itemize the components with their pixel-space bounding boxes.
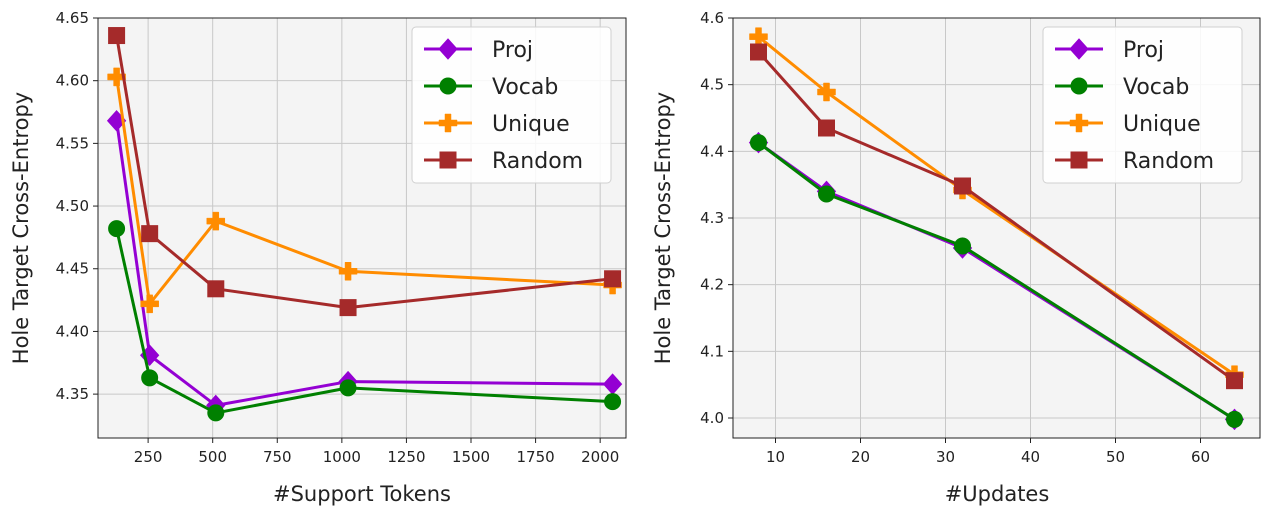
x-tick-label: 1250 xyxy=(387,448,425,466)
data-point xyxy=(107,67,126,87)
y-tick-label: 4.3 xyxy=(700,209,724,227)
data-point xyxy=(604,393,622,411)
data-point xyxy=(818,185,835,203)
y-tick-label: 4.55 xyxy=(56,134,89,152)
data-point xyxy=(339,299,357,317)
legend-marker xyxy=(438,38,458,60)
legend-item-proj: Proj xyxy=(424,38,533,63)
x-tick-label: 10 xyxy=(766,448,785,466)
y-tick-label: 4.5 xyxy=(700,76,724,94)
series-line xyxy=(757,50,1236,382)
data-point xyxy=(207,404,225,422)
legend-marker xyxy=(438,113,458,133)
series-vocab xyxy=(108,220,622,422)
y-tick-label: 4.65 xyxy=(56,9,89,27)
data-point xyxy=(817,82,836,102)
x-tick-label: 250 xyxy=(134,448,163,466)
x-tick-label: 60 xyxy=(1191,448,1210,466)
y-axis-label: Hole Target Cross-Entropy xyxy=(9,92,33,364)
legend-marker xyxy=(439,77,457,95)
legend-box xyxy=(1042,26,1243,184)
data-point xyxy=(750,43,767,61)
chart-panel-2: 10 20 30 40 50 60 4.0 4.1 4.2 4.3 4.4 4.5 4.6 #Update… xyxy=(651,9,1261,506)
y-tick-label: 4.1 xyxy=(700,342,724,360)
plot-frame xyxy=(732,17,1261,439)
y-axis-label: Hole Target Cross-Entropy xyxy=(651,92,675,364)
legend-marker xyxy=(1070,151,1088,169)
data-point xyxy=(1226,372,1243,390)
legend-marker xyxy=(1069,38,1089,60)
data-point xyxy=(141,369,159,387)
legend-item-proj: Proj xyxy=(1055,38,1164,63)
y-tick-label: 4.0 xyxy=(700,409,724,427)
data-point xyxy=(954,237,971,255)
x-tick-label: 20 xyxy=(851,448,870,466)
legend-label: Unique xyxy=(492,112,570,137)
data-point xyxy=(1226,410,1243,428)
x-tick-label: 750 xyxy=(263,448,292,466)
y-tick-label: 4.35 xyxy=(56,385,89,403)
x-tick-label: 1500 xyxy=(452,448,490,466)
legend-item-random: Random xyxy=(1055,149,1214,174)
data-point xyxy=(207,280,225,298)
x-tick-label: 1000 xyxy=(323,448,361,466)
x-tick-label: 50 xyxy=(1106,448,1125,466)
legend-label: Random xyxy=(1123,149,1214,174)
x-axis-label: #Support Tokens xyxy=(273,482,451,506)
legend-item-unique: Unique xyxy=(1055,112,1201,137)
data-point xyxy=(750,134,767,152)
legend: Proj Vocab Unique Random xyxy=(1042,26,1243,184)
y-tick-label: 4.6 xyxy=(700,9,724,27)
chart-panel-1: 250 500 750 1000 1250 1500 1750 2000 4.35 4.40 4.4… xyxy=(9,9,627,506)
data-point xyxy=(338,262,358,281)
y-tick-label: 4.45 xyxy=(56,260,89,278)
legend-item-vocab: Vocab xyxy=(424,75,558,100)
data-point xyxy=(108,220,126,238)
y-tick-label: 4.60 xyxy=(56,72,89,90)
legend-label: Unique xyxy=(1123,112,1201,137)
x-tick-label: 500 xyxy=(198,448,227,466)
legend-label: Proj xyxy=(492,38,533,63)
x-tick-label: 40 xyxy=(1021,448,1040,466)
series-random xyxy=(750,43,1243,390)
legend-marker xyxy=(1069,113,1089,133)
legend-box xyxy=(411,26,612,184)
x-tick-label: 1750 xyxy=(516,448,554,466)
data-point xyxy=(140,294,159,314)
legend-label: Vocab xyxy=(492,75,558,100)
legend: Proj Vocab Unique Random xyxy=(411,26,612,184)
legend-label: Proj xyxy=(1123,38,1164,63)
x-tick-label: 30 xyxy=(936,448,955,466)
data-point xyxy=(206,211,226,231)
series-vocab xyxy=(750,134,1243,428)
legend-label: Vocab xyxy=(1123,75,1189,100)
series-random xyxy=(108,27,622,317)
y-tick-label: 4.50 xyxy=(56,197,89,215)
y-tick-label: 4.2 xyxy=(700,276,724,294)
legend-item-unique: Unique xyxy=(424,112,570,137)
data-point xyxy=(818,119,835,137)
x-tick-label: 2000 xyxy=(581,448,619,466)
y-tick-label: 4.4 xyxy=(700,142,724,160)
legend-marker xyxy=(1070,77,1088,95)
x-axis-label: #Updates xyxy=(945,482,1050,506)
y-tick-label: 4.40 xyxy=(56,322,89,340)
data-point xyxy=(954,177,971,195)
series-line xyxy=(757,141,1236,421)
legend-item-random: Random xyxy=(424,149,583,174)
data-point xyxy=(108,27,126,45)
data-point xyxy=(339,379,357,397)
data-point xyxy=(604,270,622,288)
legend-label: Random xyxy=(492,149,583,174)
legend-marker xyxy=(439,151,457,169)
data-point xyxy=(141,225,159,243)
plot-frame xyxy=(97,17,627,439)
legend-item-vocab: Vocab xyxy=(1055,75,1189,100)
